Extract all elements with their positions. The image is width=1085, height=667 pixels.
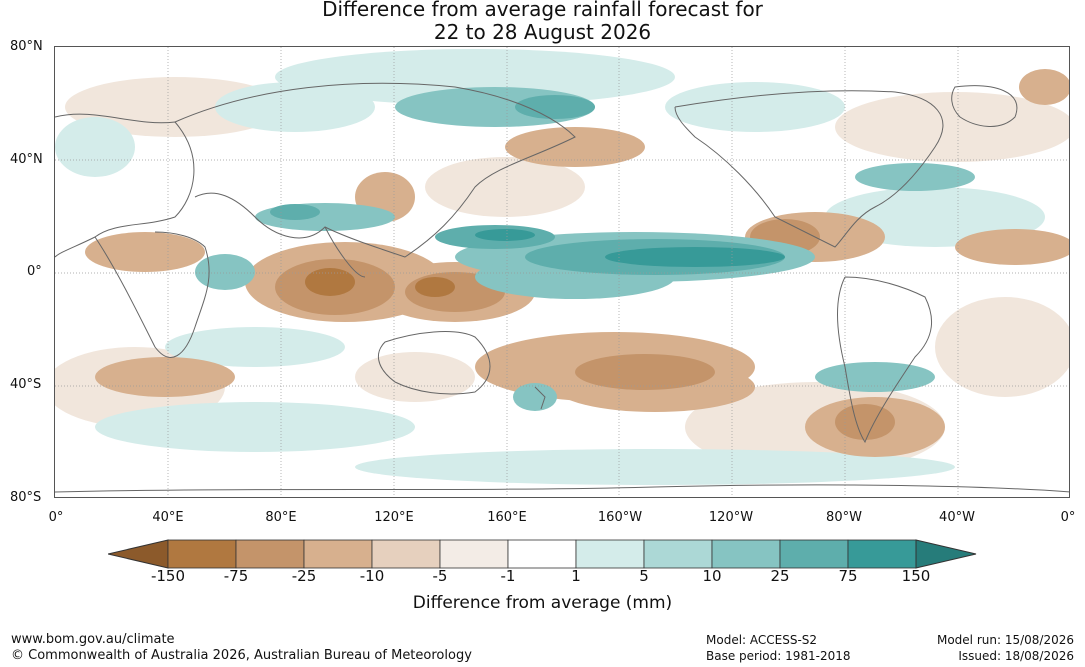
- chart-title-line2: 22 to 28 August 2026: [433, 20, 652, 44]
- colorbar-tick-label: 75: [838, 567, 858, 585]
- colorbar-tick-label: 1: [571, 567, 581, 585]
- footer-model: Model: ACCESS-S2: [706, 633, 818, 647]
- chart-title-line1: Difference from average rainfall forecas…: [322, 0, 763, 21]
- lon-label-160e: 160°E: [487, 510, 527, 525]
- lon-label-0-west-edge: 0°: [48, 510, 64, 525]
- lat-label-40s: 40°S: [10, 377, 42, 392]
- footer-copyright: © Commonwealth of Australia 2026, Austra…: [11, 648, 472, 663]
- colorbar-tick-label: -75: [223, 567, 249, 585]
- colorbar-tick-label: -1: [500, 567, 516, 585]
- lon-label-120e: 120°E: [374, 510, 414, 525]
- colorbar-segment: [643, 539, 713, 569]
- colorbar-tick-label: -5: [432, 567, 448, 585]
- colorbar-segment: [711, 539, 781, 569]
- colorbar-segment: [779, 539, 849, 569]
- colorbar-extend-high: [915, 539, 977, 569]
- colorbar-segment: [507, 539, 577, 569]
- coastlines: [55, 82, 1069, 493]
- colorbar-tick-label: -25: [291, 567, 317, 585]
- colorbar-title: Difference from average (mm): [412, 593, 673, 613]
- lon-label-0-east-edge: 0°: [1060, 510, 1076, 525]
- lon-label-160w: 160°W: [597, 510, 643, 525]
- colorbar-tick-label: 10: [702, 567, 722, 585]
- lon-label-120w: 120°W: [708, 510, 754, 525]
- lon-label-40w: 40°W: [939, 510, 975, 525]
- colorbar: [108, 539, 977, 569]
- colorbar-tick-label: -10: [359, 567, 385, 585]
- colorbar-segment: [371, 539, 441, 569]
- colorbar-extend-low: [108, 539, 169, 569]
- rainfall-anomaly-map: [54, 46, 1070, 498]
- colorbar-tick-label: 150: [901, 567, 931, 585]
- colorbar-segment: [167, 539, 237, 569]
- colorbar-segment: [847, 539, 917, 569]
- lat-label-80s: 80°S: [10, 490, 42, 505]
- lat-label-80n: 80°N: [10, 39, 43, 54]
- colorbar-segment: [439, 539, 509, 569]
- map-gridlines: [55, 47, 1069, 497]
- colorbar-segment: [575, 539, 645, 569]
- lon-label-80w: 80°W: [826, 510, 862, 525]
- colorbar-tick-label: 25: [770, 567, 790, 585]
- colorbar-segment: [235, 539, 305, 569]
- anomaly-field-light-dry: [55, 77, 1069, 472]
- anomaly-field-very-wet: [475, 229, 785, 267]
- colorbar-tick-label: 5: [639, 567, 649, 585]
- colorbar-tick-label: -150: [150, 567, 186, 585]
- anomaly-field-very-dry: [305, 268, 455, 297]
- footer-url: www.bom.gov.au/climate: [11, 632, 175, 647]
- lon-label-40e: 40°E: [152, 510, 184, 525]
- footer-issued: Issued: 18/08/2026: [958, 649, 1074, 663]
- colorbar-segment: [303, 539, 373, 569]
- lat-label-40n: 40°N: [10, 152, 43, 167]
- map-canvas: [55, 47, 1069, 497]
- footer-model-run: Model run: 15/08/2026: [936, 633, 1074, 647]
- lon-label-80e: 80°E: [265, 510, 297, 525]
- lat-label-equator: 0°: [27, 264, 42, 279]
- footer-base-period: Base period: 1981-2018: [706, 649, 851, 663]
